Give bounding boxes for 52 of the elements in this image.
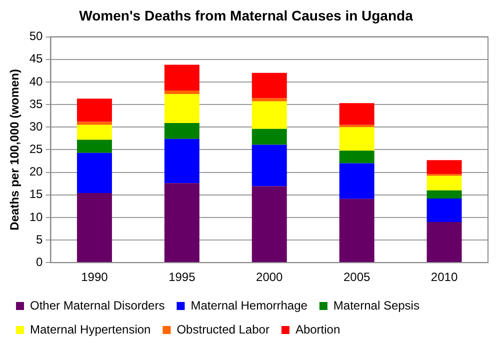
- y-tick-label: 20: [29, 164, 44, 179]
- bar: [76, 98, 112, 122]
- y-tick-label: 10: [29, 210, 44, 224]
- bar: [76, 193, 112, 262]
- bar: [76, 124, 112, 140]
- chart-title: Women's Deaths from Maternal Causes in Uganda: [79, 7, 414, 24]
- legend-label: Maternal Hypertension: [30, 322, 151, 336]
- bar: [76, 140, 112, 153]
- y-tick-label: 45: [29, 52, 44, 66]
- bar: [252, 128, 287, 145]
- bar: [252, 186, 287, 262]
- x-tick-label: 1995: [168, 270, 196, 284]
- bar: [164, 94, 200, 124]
- y-tick-label: 25: [29, 142, 44, 156]
- bar: [164, 138, 200, 184]
- legend-label: Obstructed Labor: [176, 322, 270, 336]
- bar: [426, 222, 462, 262]
- bar: [164, 123, 200, 139]
- bar: [252, 98, 287, 102]
- x-tick-label: 1990: [81, 270, 108, 284]
- y-tick-label: 15: [29, 187, 44, 202]
- y-tick-label: 50: [29, 29, 44, 44]
- y-tick-label: 0: [36, 254, 44, 269]
- bar: [164, 183, 200, 262]
- legend-label: Maternal Sepsis: [333, 298, 420, 312]
- bar: [252, 101, 287, 129]
- bar: [252, 72, 287, 98]
- bar: [339, 127, 374, 151]
- bar: [339, 150, 374, 164]
- bar: [339, 163, 374, 199]
- bar: [339, 198, 374, 262]
- bar: [76, 122, 112, 125]
- legend-label: Other Maternal Disorders: [30, 298, 165, 312]
- bar: [426, 190, 462, 198]
- bar: [252, 144, 287, 186]
- bar: [426, 160, 462, 174]
- y-tick-label: 30: [29, 119, 44, 134]
- bar: [164, 64, 200, 91]
- y-tick-label: 40: [29, 74, 44, 88]
- x-tick-label: 2000: [256, 270, 284, 284]
- bar: [76, 152, 112, 194]
- legend-label: Maternal Hemorrhage: [190, 298, 308, 312]
- bar: [426, 198, 462, 222]
- y-axis-title: Deaths per 100,000 (women): [8, 68, 22, 230]
- x-tick-label: 2005: [343, 270, 370, 284]
- bar: [426, 176, 462, 190]
- bar: [164, 90, 200, 94]
- x-tick-label: 2010: [430, 270, 458, 284]
- y-tick-label: 35: [29, 96, 44, 111]
- legend-label: Abortion: [295, 322, 340, 336]
- y-tick-label: 5: [36, 232, 44, 246]
- bar: [339, 103, 374, 125]
